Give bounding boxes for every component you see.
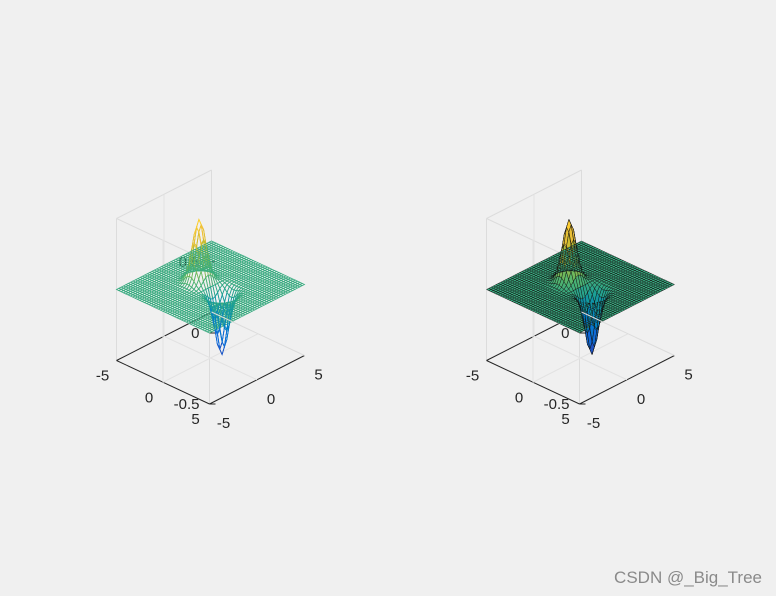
z-tick-label: -0.5 [174,396,200,413]
y-tick-label: -5 [466,368,479,385]
x-tick-label: 5 [684,367,692,384]
y-tick-label: 0 [515,389,523,406]
y-tick-label: -5 [96,368,109,385]
axes-2: -0.500.5-505-505 [466,169,693,432]
z-tick-label: 0 [561,325,569,342]
mesh-cell [298,282,306,287]
y-tick-label: 0 [145,389,153,406]
y-tick-label: 5 [191,411,199,428]
grid-line [532,333,629,383]
z-tick-label: 0 [191,325,199,342]
x-tick-label: -5 [587,415,600,432]
axis-box-edge [581,311,675,356]
grid-line [162,333,259,383]
surface [115,218,306,356]
x-tick-label: 5 [314,367,322,384]
x-tick-label: 0 [637,391,645,408]
axes-1: -0.500.5-505 -505 [96,169,323,432]
z-tick-label: -0.5 [544,396,570,413]
surface [485,218,676,356]
x-tick-label: -5 [217,415,230,432]
watermark: CSDN @_Big_Tree [614,568,762,587]
x-tick-label: 0 [267,391,275,408]
axis-box-edge [211,311,305,356]
surf-cell [669,283,676,286]
y-tick-label: 5 [561,411,569,428]
